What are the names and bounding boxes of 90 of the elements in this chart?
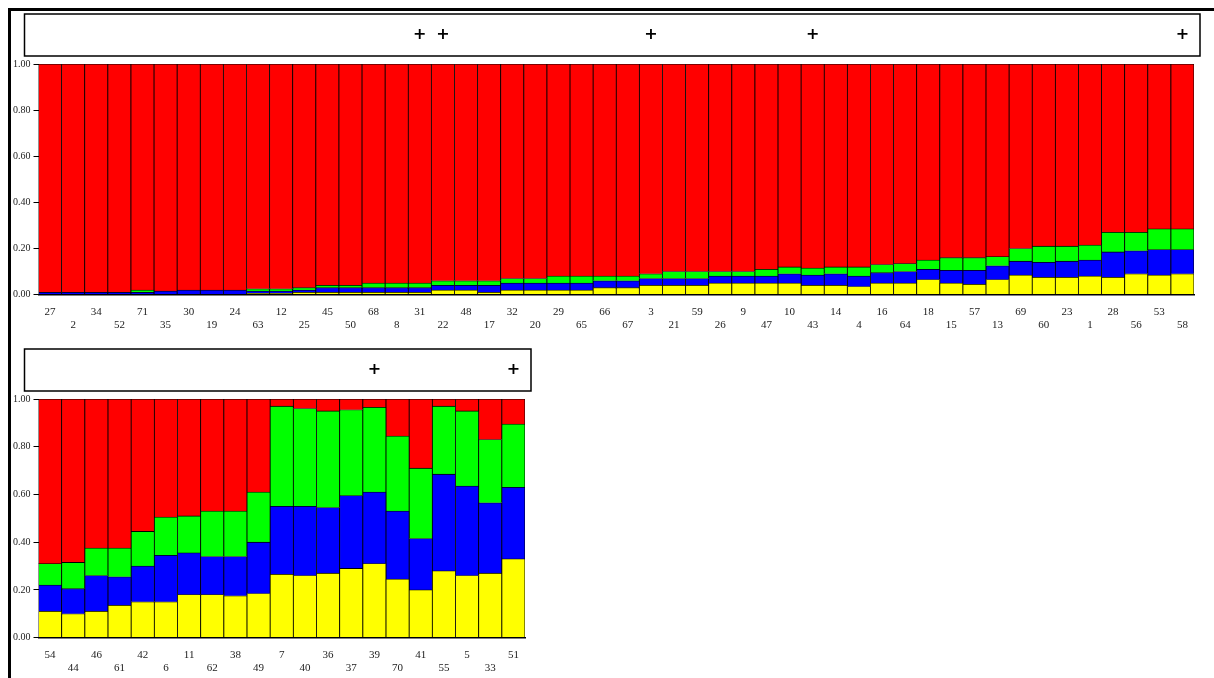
x-tick-label: 25 bbox=[298, 318, 311, 331]
x-tick-label: 34 bbox=[90, 305, 103, 318]
y-tick-label: 0.60 bbox=[13, 149, 31, 161]
x-tick-label: 1 bbox=[1087, 318, 1093, 331]
x-tick-label: 29 bbox=[552, 305, 565, 318]
annotation: + bbox=[805, 24, 820, 44]
x-tick-label: 55 bbox=[438, 661, 450, 674]
x-tick-label: 9 bbox=[740, 305, 747, 318]
x-tick-label: 54 bbox=[44, 648, 57, 661]
x-tick-label: 37 bbox=[345, 661, 358, 674]
x-tick-label: 57 bbox=[968, 305, 981, 318]
x-tick-label: 10 bbox=[784, 305, 796, 318]
annotation: + bbox=[413, 24, 427, 44]
x-tick-label: 50 bbox=[344, 318, 357, 331]
x-tick-label: 15 bbox=[945, 318, 958, 331]
x-tick-label: 23 bbox=[1061, 305, 1073, 318]
annotation: + bbox=[506, 359, 521, 379]
x-tick-label: 51 bbox=[507, 648, 519, 661]
y-tick-label: 0.00 bbox=[13, 288, 31, 300]
x-tick-label: 4 bbox=[856, 318, 863, 331]
x-tick-label: 40 bbox=[299, 661, 311, 674]
x-tick-label: 18 bbox=[922, 305, 935, 318]
annotation: + bbox=[1175, 24, 1190, 44]
y-tick-label: 0.80 bbox=[13, 440, 31, 452]
x-tick-label: 16 bbox=[876, 305, 889, 318]
x-tick-label: 28 bbox=[1107, 305, 1120, 318]
x-tick-label: 13 bbox=[992, 318, 1004, 331]
x-tick-label: 41 bbox=[415, 648, 427, 661]
y-tick-label: 1.00 bbox=[13, 392, 31, 404]
x-tick-label: 2 bbox=[70, 318, 76, 331]
x-tick-label: 65 bbox=[576, 318, 588, 331]
x-tick-label: 60 bbox=[1038, 318, 1050, 331]
x-tick-label: 12 bbox=[275, 305, 287, 318]
x-tick-label: 35 bbox=[160, 318, 172, 331]
y-tick-label: 0.40 bbox=[13, 535, 31, 547]
x-tick-label: 45 bbox=[321, 305, 334, 318]
x-tick-label: 66 bbox=[599, 305, 611, 318]
x-tick-label: 67 bbox=[622, 318, 634, 331]
x-tick-label: 14 bbox=[830, 305, 842, 318]
x-tick-label: 59 bbox=[691, 305, 704, 318]
y-tick-label: 0.40 bbox=[13, 195, 31, 207]
x-tick-label: 42 bbox=[137, 648, 149, 661]
x-tick-label: 38 bbox=[229, 648, 242, 661]
y-tick-label: 1.00 bbox=[13, 57, 31, 69]
x-tick-label: 21 bbox=[668, 318, 680, 331]
x-tick-label: 33 bbox=[484, 661, 497, 674]
y-tick-label: 0.00 bbox=[13, 631, 31, 643]
x-tick-label: 58 bbox=[1176, 318, 1189, 331]
x-tick-label: 24 bbox=[229, 305, 241, 318]
x-tick-label: 49 bbox=[253, 661, 265, 674]
x-tick-label: 46 bbox=[90, 648, 103, 661]
x-tick-label: 32 bbox=[506, 305, 518, 318]
x-tick-label: 69 bbox=[1015, 305, 1027, 318]
y-tick-label: 0.20 bbox=[13, 242, 31, 254]
x-tick-label: 71 bbox=[136, 305, 148, 318]
x-tick-label: 20 bbox=[529, 318, 542, 331]
x-tick-label: 30 bbox=[183, 305, 195, 318]
x-tick-label: 3 bbox=[648, 305, 655, 318]
x-tick-label: 17 bbox=[483, 318, 496, 331]
x-tick-label: 7 bbox=[279, 648, 285, 661]
x-tick-label: 63 bbox=[252, 318, 265, 331]
x-tick-label: 56 bbox=[1130, 318, 1143, 331]
x-tick-label: 22 bbox=[437, 318, 449, 331]
x-tick-label: 26 bbox=[714, 318, 727, 331]
x-tick-label: 44 bbox=[67, 661, 80, 674]
annotation: + bbox=[367, 359, 382, 379]
y-tick-label: 0.20 bbox=[13, 583, 31, 595]
annotation: + bbox=[436, 24, 450, 44]
y-tick-label: 0.60 bbox=[13, 488, 31, 500]
x-tick-label: 48 bbox=[460, 305, 473, 318]
x-tick-label: 39 bbox=[368, 648, 381, 661]
x-tick-label: 11 bbox=[183, 648, 195, 661]
x-tick-label: 61 bbox=[114, 661, 126, 674]
x-tick-label: 36 bbox=[322, 648, 335, 661]
x-tick-label: 27 bbox=[44, 305, 57, 318]
x-tick-label: 70 bbox=[392, 661, 404, 674]
x-tick-label: 5 bbox=[464, 648, 471, 661]
x-tick-label: 62 bbox=[206, 661, 218, 674]
x-tick-label: 43 bbox=[807, 318, 819, 331]
x-tick-label: 19 bbox=[206, 318, 218, 331]
x-tick-label: 8 bbox=[393, 318, 400, 331]
x-tick-label: 53 bbox=[1153, 305, 1166, 318]
x-tick-label: 64 bbox=[899, 318, 912, 331]
x-tick-label: 52 bbox=[113, 318, 125, 331]
x-tick-label: 47 bbox=[760, 318, 773, 331]
x-tick-label: 6 bbox=[163, 661, 170, 674]
annotation: + bbox=[644, 24, 658, 44]
y-tick-label: 0.80 bbox=[13, 103, 31, 115]
x-tick-label: 68 bbox=[368, 305, 380, 318]
x-tick-label: 31 bbox=[414, 305, 426, 318]
